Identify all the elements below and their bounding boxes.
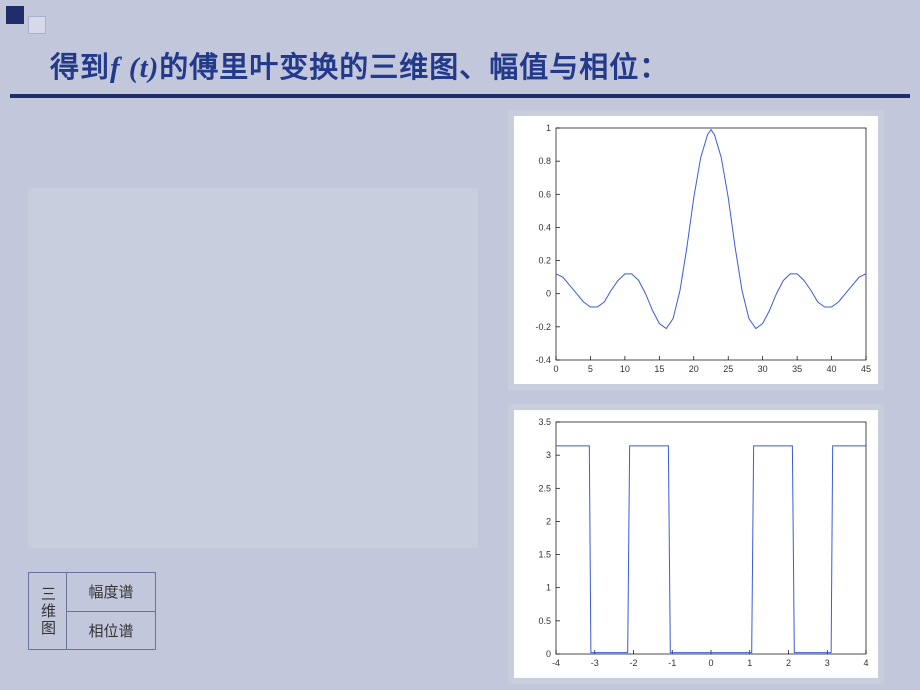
svg-text:0: 0 [546,649,551,659]
svg-text:-1: -1 [668,658,676,668]
svg-text:2: 2 [546,516,551,526]
svg-text:0: 0 [546,289,551,299]
svg-text:3: 3 [825,658,830,668]
svg-text:5: 5 [588,364,593,374]
phase-svg: -4 -3 -2 -1 0 1 2 3 4 0 0.5 1 1.5 2 2.5 3 3.5 [514,410,878,678]
svg-text:20: 20 [689,364,699,374]
title-ft: f (t) [110,52,159,84]
phase-chart: -4 -3 -2 -1 0 1 2 3 4 0 0.5 1 1.5 2 2.5 3 3.5 [508,404,884,684]
legend-box: 三维图 幅度谱 相位谱 [28,572,156,650]
title-post: 的傅里叶变换的三维图、幅值与相位： [159,52,669,84]
magnitude-chart: 0 5 10 15 20 25 30 35 40 45 -0.4 -0.2 0 0.2 0.4 0.6 0.8 1 [508,110,884,390]
svg-text:35: 35 [792,364,802,374]
page-title: 得到f (t)的傅里叶变换的三维图、幅值与相位： [50,44,669,86]
svg-text:10: 10 [620,364,630,374]
svg-text:0.8: 0.8 [538,156,551,166]
svg-text:3.5: 3.5 [538,417,551,427]
svg-text:45: 45 [861,364,871,374]
svg-text:4: 4 [863,658,868,668]
svg-text:25: 25 [723,364,733,374]
svg-text:2: 2 [786,658,791,668]
title-pre: 得到 [50,52,110,84]
three-d-placeholder-panel [28,188,478,548]
svg-text:40: 40 [827,364,837,374]
legend-row1: 幅度谱 [67,573,155,612]
svg-text:0: 0 [708,658,713,668]
decor-block-light [28,16,46,34]
svg-text:-0.2: -0.2 [535,322,551,332]
svg-text:-2: -2 [629,658,637,668]
svg-text:1: 1 [546,123,551,133]
magnitude-svg: 0 5 10 15 20 25 30 35 40 45 -0.4 -0.2 0 0.2 0.4 0.6 0.8 1 [514,116,878,384]
svg-text:1: 1 [747,658,752,668]
svg-text:0.6: 0.6 [538,189,551,199]
svg-text:-3: -3 [591,658,599,668]
svg-text:15: 15 [654,364,664,374]
corner-decor [6,6,46,34]
legend-col1: 三维图 [29,573,67,649]
svg-text:-0.4: -0.4 [535,355,551,365]
legend-right: 幅度谱 相位谱 [67,573,155,649]
svg-text:1.5: 1.5 [538,550,551,560]
svg-text:2.5: 2.5 [538,483,551,493]
legend-row2: 相位谱 [67,612,155,650]
svg-text:0.5: 0.5 [538,616,551,626]
svg-text:3: 3 [546,450,551,460]
svg-text:0: 0 [553,364,558,374]
title-underline [10,94,910,98]
svg-text:30: 30 [758,364,768,374]
svg-text:1: 1 [546,583,551,593]
decor-block-dark [6,6,24,24]
svg-text:0.4: 0.4 [538,222,551,232]
svg-text:-4: -4 [552,658,560,668]
svg-text:0.2: 0.2 [538,256,551,266]
